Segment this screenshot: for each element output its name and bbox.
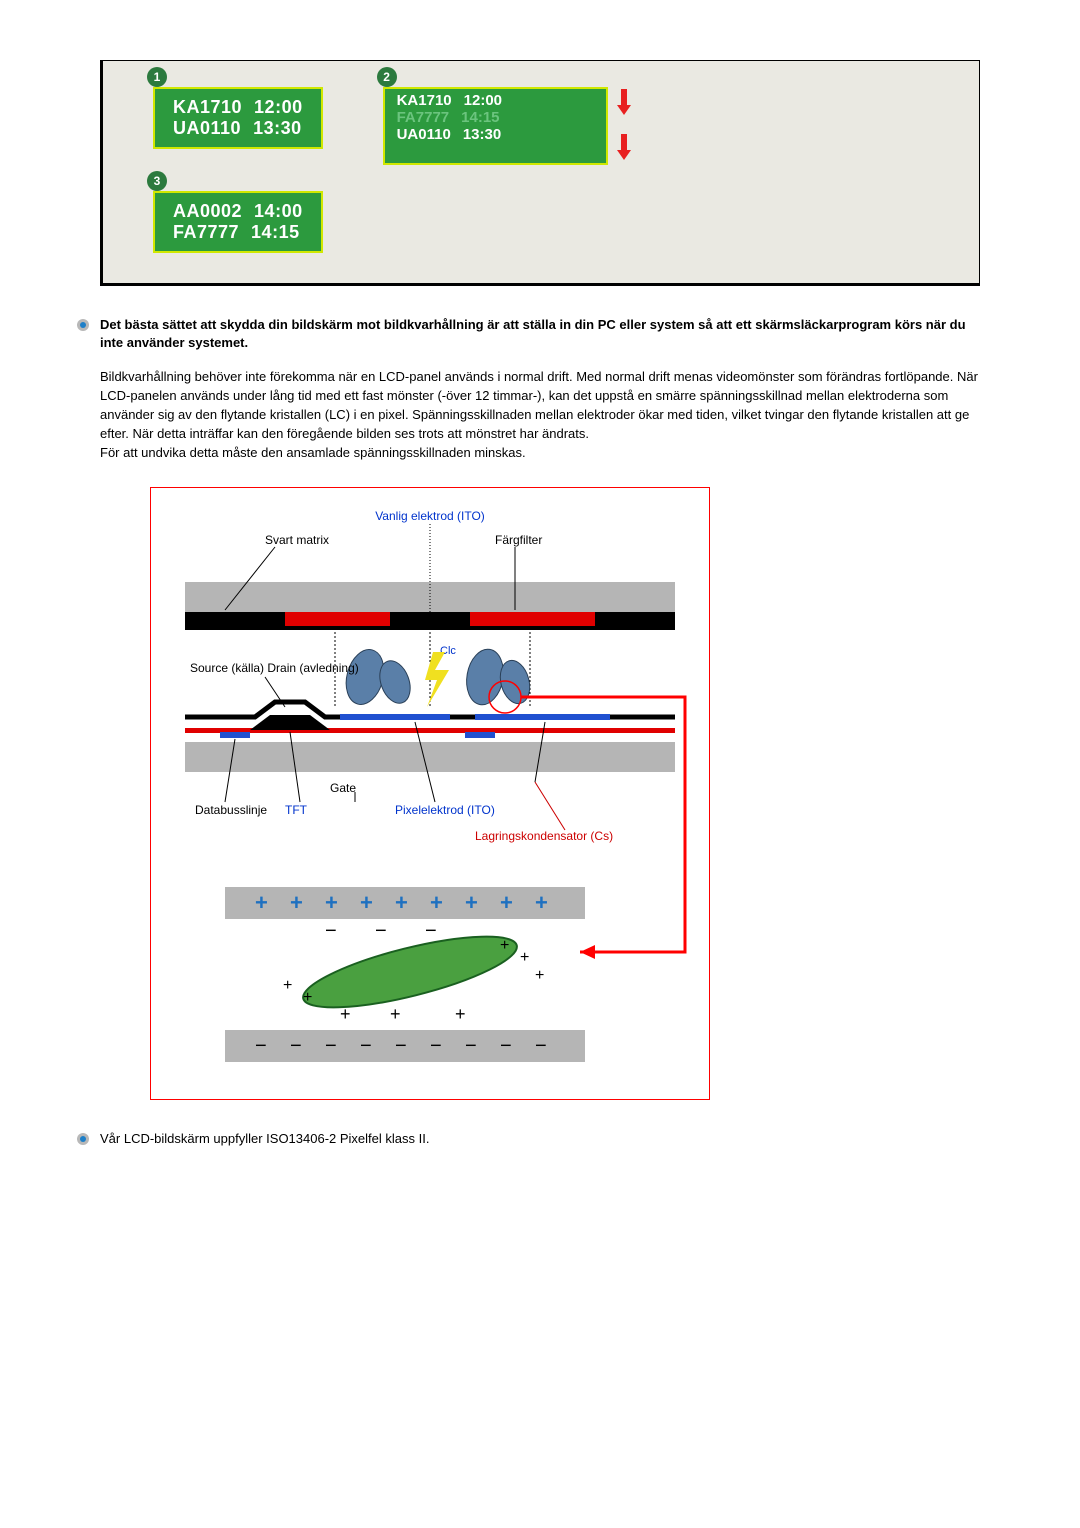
label-gate: Gate [330,781,356,795]
cell: FA7777 [173,222,239,242]
cell: KA1710 [397,92,452,109]
screensaver-examples-figure: 1 KA1710 12:00 UA0110 13:30 2 AA0002 14:00 … [100,60,980,286]
svg-text:+: + [255,890,268,915]
cell: 12:00 [254,97,303,117]
svg-text:+: + [390,1004,401,1024]
cell: 14:15 [461,109,499,126]
flight-board-2: AA000214:00 KA171012:00 FA777714:15 UA01… [383,87,608,165]
scroll-down-icon [614,87,634,120]
label-black-matrix: Svart matrix [265,533,329,547]
svg-text:−: − [290,1035,302,1057]
svg-text:−: − [430,1035,442,1057]
cell: FA7777 [397,109,450,126]
cell: 14:00 [254,201,303,221]
badge-3: 3 [147,171,167,191]
svg-text:+: + [325,890,338,915]
svg-text:+: + [360,890,373,915]
flight-board-3: AA0002 14:00 FA7777 14:15 [153,191,323,253]
scroll-down-icon [614,132,634,165]
example-box-3: 3 AA000214:00 FA777714:15 [153,185,949,253]
cell: UA0110 [173,118,241,138]
svg-text:−: − [375,920,387,942]
badge-2: 2 [377,67,397,87]
cell: KA1710 [173,97,242,117]
label-pixel-electrode: Pixelelektrod (ITO) [395,803,495,817]
svg-text:+: + [455,1004,466,1024]
body-paragraph: Bildkvarhållning behöver inte förekomma … [100,368,980,462]
cell: AA0002 [173,201,242,221]
svg-text:+: + [340,1004,351,1024]
cell: 12:00 [464,92,502,109]
lcd-cross-section-diagram: Vanlig elektrod (ITO) Svart matrix Färgf… [150,487,710,1100]
tip-text-1: Det bästa sättet att skydda din bildskär… [100,316,980,352]
label-color-filter: Färgfilter [495,533,542,547]
cell: UA0110 [397,126,451,143]
cell: 14:15 [251,222,300,242]
cell: 13:30 [463,126,501,143]
label-storage-cap: Lagringskondensator (Cs) [475,829,613,843]
svg-text:+: + [465,890,478,915]
svg-text:+: + [283,977,292,994]
label-source-drain: Source (källa) Drain (avledning) [190,661,359,675]
flight-board-1: KA1710 12:00 UA0110 13:30 [153,87,323,149]
para-line: För att undvika detta måste den ansamlad… [100,445,526,460]
svg-text:−: − [395,1035,407,1057]
tip-bullet-1: Det bästa sättet att skydda din bildskär… [100,316,980,352]
svg-text:+: + [500,890,513,915]
bullet-icon [76,318,90,352]
svg-text:−: − [500,1035,512,1057]
label-common-electrode: Vanlig elektrod (ITO) [375,509,485,523]
svg-text:+: + [535,967,544,984]
badge-1: 1 [147,67,167,87]
svg-text:+: + [535,890,548,915]
cell: 13:30 [253,118,302,138]
tip-bullet-2: Vår LCD-bildskärm uppfyller ISO13406-2 P… [100,1130,980,1149]
label-databus: Databusslinje [195,803,267,817]
svg-text:+: + [430,890,443,915]
svg-text:−: − [425,920,437,942]
svg-text:−: − [465,1035,477,1057]
example-box-1: 1 KA171012:00 UA011013:30 [153,81,323,165]
bullet-icon [76,1132,90,1149]
svg-text:−: − [325,1035,337,1057]
svg-text:−: − [535,1035,547,1057]
svg-text:+: + [500,937,509,954]
para-line: Bildkvarhållning behöver inte förekomma … [100,369,978,441]
tip-text-2: Vår LCD-bildskärm uppfyller ISO13406-2 P… [100,1130,980,1149]
example-box-2: 2 AA000214:00 KA171012:00 FA777714:15 UA… [383,81,634,165]
label-tft: TFT [285,803,308,817]
svg-text:+: + [395,890,408,915]
svg-text:+: + [290,890,303,915]
svg-text:−: − [360,1035,372,1057]
svg-text:−: − [255,1035,267,1057]
svg-text:+: + [303,989,312,1006]
svg-text:+: + [520,949,529,966]
svg-text:−: − [325,920,337,942]
